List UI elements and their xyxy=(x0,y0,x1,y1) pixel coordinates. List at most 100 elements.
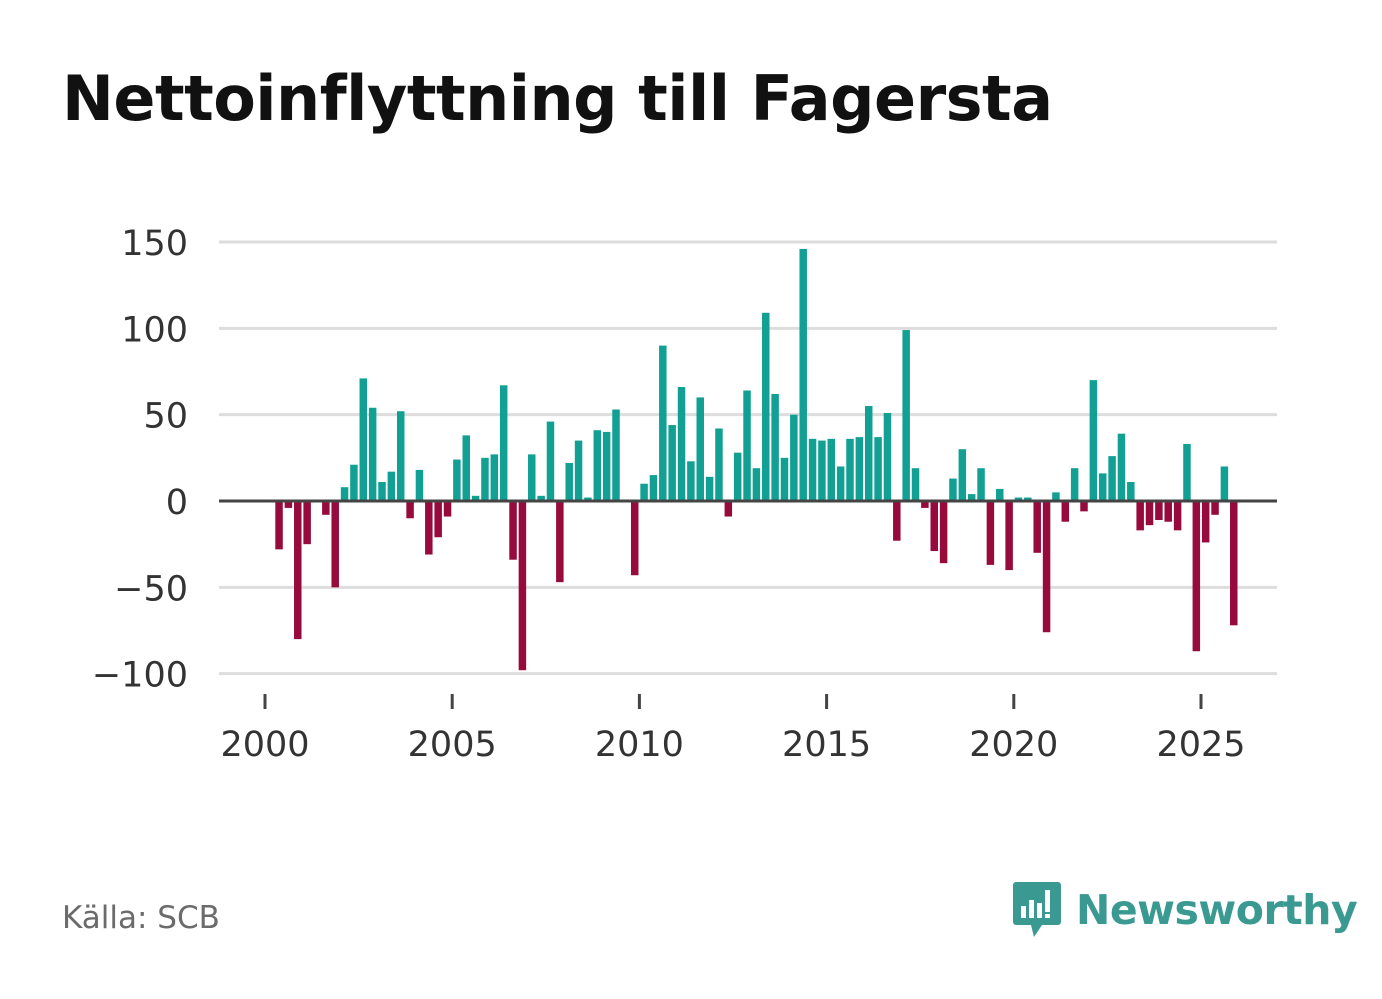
bar xyxy=(1014,497,1023,501)
bar xyxy=(827,438,836,501)
bar xyxy=(612,409,620,501)
bar xyxy=(687,461,695,501)
x-tick-label: 2000 xyxy=(220,725,309,765)
bar xyxy=(855,437,864,501)
bar xyxy=(977,468,985,501)
bar xyxy=(799,248,807,501)
bar xyxy=(659,345,667,501)
bar xyxy=(518,501,527,671)
bar xyxy=(752,468,761,501)
bar xyxy=(1127,482,1135,501)
bar xyxy=(1108,456,1116,501)
bar xyxy=(340,487,349,501)
bar xyxy=(406,501,414,519)
bar xyxy=(715,428,723,501)
x-tick-label: 2010 xyxy=(595,725,684,765)
bar xyxy=(275,501,283,550)
bar xyxy=(593,430,602,501)
y-tick-label: 150 xyxy=(121,224,188,264)
bar xyxy=(846,438,854,501)
bar xyxy=(602,431,611,501)
bar xyxy=(1201,501,1210,543)
bar xyxy=(574,440,583,501)
bar xyxy=(1005,501,1013,571)
bar xyxy=(1052,492,1060,501)
bar xyxy=(499,385,508,501)
bar xyxy=(836,466,845,501)
bar xyxy=(1033,501,1041,553)
source-label: Källa: SCB xyxy=(62,900,220,936)
bars xyxy=(275,248,1238,671)
bar xyxy=(762,312,770,501)
chart-title: Nettoinflyttning till Fagersta xyxy=(62,62,1053,135)
bar xyxy=(967,494,976,501)
y-tick-label: 0 xyxy=(166,483,188,523)
bar xyxy=(528,454,536,501)
bar xyxy=(1155,501,1163,520)
bar xyxy=(921,501,929,508)
y-tick-label: −100 xyxy=(92,656,188,696)
bar xyxy=(780,457,789,501)
axes xyxy=(219,499,1277,709)
bar xyxy=(1080,501,1088,512)
bar xyxy=(1173,501,1182,531)
bar xyxy=(930,501,938,552)
bar xyxy=(481,457,489,501)
bar xyxy=(1136,501,1144,531)
bar xyxy=(1117,433,1126,501)
bar xyxy=(584,497,592,501)
bar xyxy=(322,501,330,515)
bar xyxy=(1230,501,1238,626)
bar xyxy=(462,435,470,501)
tick-labels: 150 100 50 0 −50 −100 2000 2005 2010 2015 2020 2025 xyxy=(92,224,1246,765)
x-tick-label: 2015 xyxy=(782,725,871,765)
bar xyxy=(724,501,733,517)
bar xyxy=(284,501,293,508)
bar xyxy=(818,440,826,501)
bar xyxy=(696,397,704,501)
bar xyxy=(359,378,368,501)
bar xyxy=(331,501,339,588)
bar xyxy=(939,501,948,564)
bar xyxy=(556,501,564,583)
x-tick-label: 2020 xyxy=(969,725,1058,765)
brand-name: Newsworthy xyxy=(1076,886,1358,934)
newsworthy-logo-icon xyxy=(1013,882,1061,937)
bar xyxy=(1164,501,1172,522)
newsworthy-logo: Newsworthy xyxy=(1012,880,1358,940)
y-tick-label: 50 xyxy=(143,397,188,437)
bar xyxy=(911,468,920,501)
x-tick-label: 2025 xyxy=(1156,725,1245,765)
bar xyxy=(771,393,779,501)
bar xyxy=(1183,444,1191,501)
bar xyxy=(1061,501,1070,522)
bar xyxy=(490,454,499,501)
bar xyxy=(705,476,714,501)
bar xyxy=(1089,380,1098,501)
bar xyxy=(874,437,882,501)
bar xyxy=(883,412,892,501)
bar xyxy=(1098,473,1107,501)
x-tick-label: 2005 xyxy=(408,725,497,765)
bar xyxy=(443,501,452,517)
bar xyxy=(640,483,648,501)
bar xyxy=(677,387,686,501)
bar xyxy=(1220,466,1229,501)
bar xyxy=(1145,501,1154,526)
bar xyxy=(350,464,358,501)
bar xyxy=(949,478,957,501)
y-tick-label: −50 xyxy=(114,569,188,609)
bar xyxy=(808,438,817,501)
bar xyxy=(565,463,573,501)
y-tick-label: 100 xyxy=(121,310,188,350)
bar xyxy=(958,449,967,501)
bar xyxy=(425,501,433,555)
bar xyxy=(396,411,405,501)
bar xyxy=(1024,497,1032,501)
bar xyxy=(649,475,658,501)
bar xyxy=(1042,501,1051,633)
bar xyxy=(986,501,995,565)
bar xyxy=(415,469,424,501)
bar xyxy=(303,501,311,545)
